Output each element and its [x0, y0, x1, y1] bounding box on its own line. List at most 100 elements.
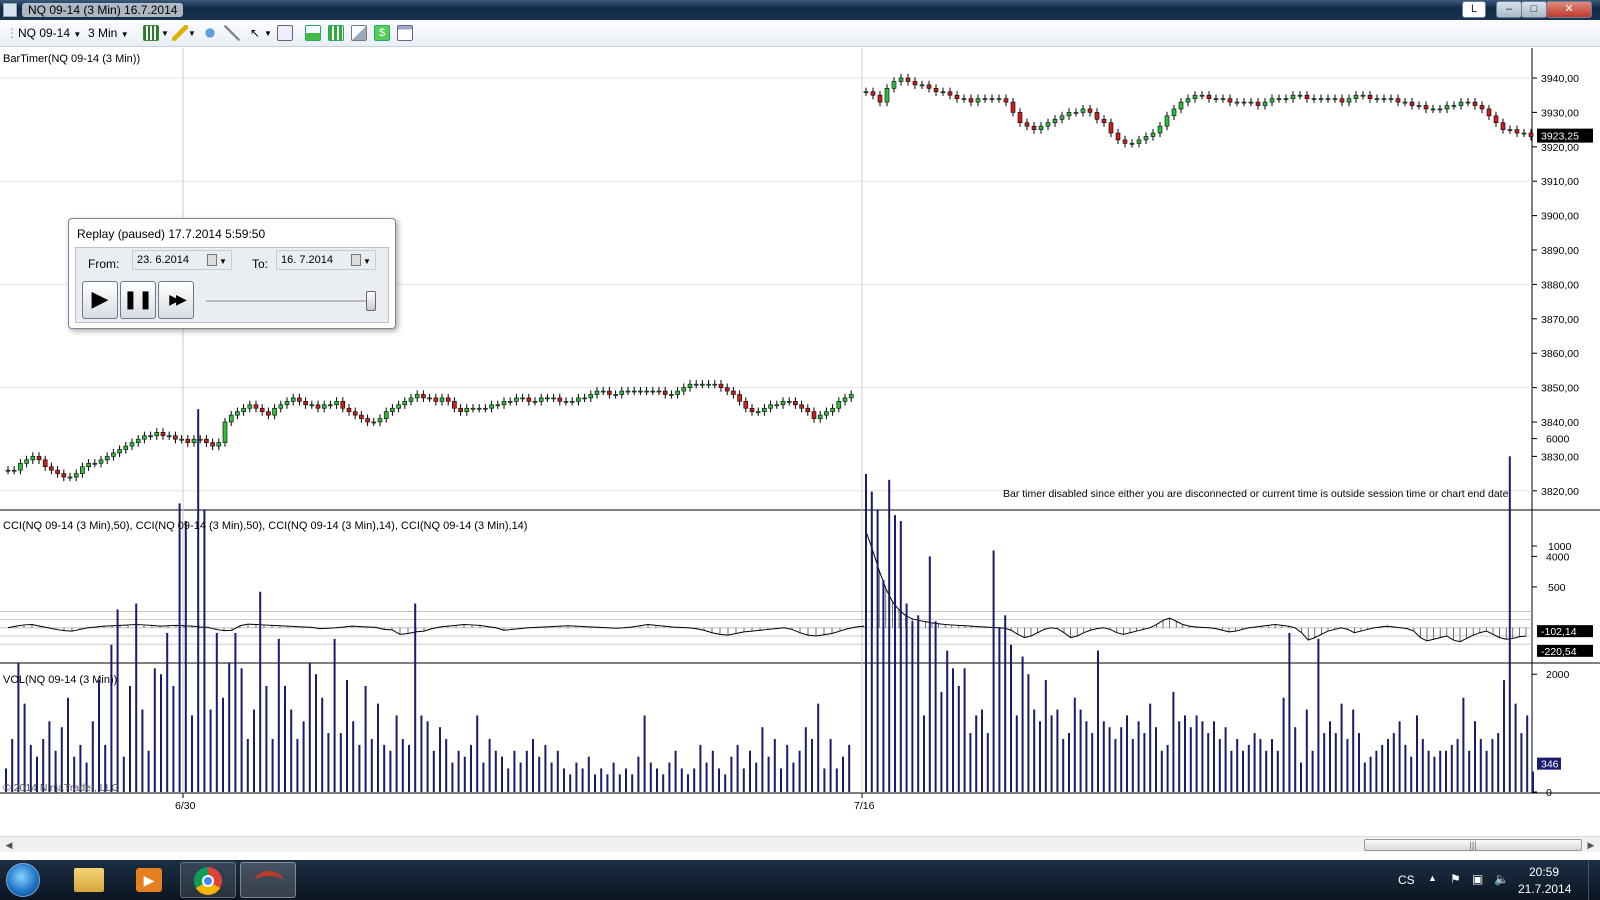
- volume-icon[interactable]: 🔈: [1494, 872, 1509, 886]
- candle-body: [507, 401, 513, 403]
- data-box-icon[interactable]: [397, 25, 413, 41]
- volume-bar: [79, 744, 82, 792]
- scroll-right-arrow[interactable]: ▶: [1587, 840, 1595, 850]
- volume-bar: [1102, 721, 1105, 792]
- candle-body: [805, 407, 811, 412]
- candle-body: [135, 438, 141, 443]
- cci-line: [865, 531, 1527, 643]
- show-desktop-button[interactable]: [1588, 860, 1600, 900]
- candle-body: [817, 414, 823, 419]
- fast-forward-button[interactable]: ▶▶: [158, 281, 194, 319]
- candle-body: [129, 442, 135, 447]
- candle-body: [749, 407, 755, 412]
- indicators-icon[interactable]: [328, 25, 344, 41]
- candle-body: [365, 418, 370, 423]
- volume-bar: [476, 715, 479, 792]
- scroll-left-arrow[interactable]: ◀: [5, 840, 13, 850]
- volume-bar: [643, 715, 646, 792]
- volume-bar: [1114, 738, 1117, 792]
- candle-body: [1276, 98, 1282, 100]
- chrome-taskbar-button[interactable]: [180, 862, 236, 898]
- volume-bar: [1282, 697, 1285, 792]
- pause-button[interactable]: ❚❚: [120, 281, 156, 319]
- chevron-down-icon[interactable]: ▼: [161, 29, 169, 38]
- language-indicator[interactable]: CS: [1398, 873, 1415, 887]
- replay-dialog[interactable]: Replay (paused) 17.7.2014 5:59:50 From: …: [68, 218, 396, 329]
- volume-bar: [457, 750, 460, 792]
- volume-bar: [389, 750, 392, 792]
- instrument-selector[interactable]: NQ 09-14 ▼: [18, 25, 81, 42]
- volume-bar: [104, 744, 107, 792]
- window-title-bar[interactable]: NQ 09-14 (3 Min) 16.7.2014 L – □ ✕: [0, 0, 1600, 20]
- volume-bar: [184, 521, 187, 792]
- candle-body: [656, 390, 662, 393]
- candle-body: [259, 407, 265, 412]
- scrollbar-thumb[interactable]: |||: [1364, 839, 1582, 851]
- volume-bar: [1491, 738, 1494, 792]
- volume-bar: [370, 738, 373, 792]
- volume-bar: [1126, 715, 1128, 792]
- magnifier-plus-icon[interactable]: [202, 25, 218, 41]
- volume-bar: [1004, 615, 1007, 792]
- maximize-button[interactable]: □: [1521, 1, 1547, 18]
- pointer-icon[interactable]: ↖: [250, 26, 261, 40]
- y-tick-label: 6000: [1546, 434, 1570, 446]
- candle-body: [545, 397, 550, 400]
- horizontal-scrollbar[interactable]: ◀ ||| ▶: [0, 836, 1600, 852]
- from-date-field[interactable]: 23. 6.2014 ▼: [132, 250, 232, 270]
- chevron-down-icon: ▼: [120, 30, 129, 39]
- language-button[interactable]: L: [1462, 1, 1486, 18]
- to-date-field[interactable]: 16. 7.2014 ▼: [276, 250, 376, 270]
- volume-bar: [1410, 756, 1413, 792]
- chart-canvas[interactable]: 3940,00 3930,00 3920,00 3910,00 3900,00 3890,…: [0, 48, 1600, 816]
- volume-bar: [587, 756, 590, 792]
- crosshair-icon[interactable]: [224, 25, 240, 41]
- candle-body: [1332, 98, 1338, 100]
- volume-bar: [321, 697, 324, 792]
- candle-body: [638, 390, 643, 393]
- volume-bar: [1073, 697, 1076, 792]
- volume-bar: [1323, 733, 1326, 792]
- strategies-icon[interactable]: [305, 25, 321, 41]
- chart-toolbar: ⋮ NQ 09-14 ▼ 3 Min ▼ ▼ ▼ ↖ ▼ $: [0, 20, 1600, 47]
- volume-bar: [1300, 762, 1302, 792]
- from-date-value: 23. 6.2014: [137, 254, 189, 266]
- volume-bar: [408, 744, 410, 792]
- volume-bar: [649, 762, 652, 792]
- zoom-icon[interactable]: [277, 25, 293, 41]
- chevron-down-icon[interactable]: ▼: [363, 257, 371, 266]
- interval-selector[interactable]: 3 Min ▼: [88, 25, 129, 42]
- replay-speed-slider-thumb[interactable]: [366, 291, 376, 311]
- media-player-taskbar-button[interactable]: ▶: [120, 862, 176, 898]
- calendar-icon[interactable]: [351, 254, 361, 266]
- action-center-flag-icon[interactable]: ⚑: [1450, 872, 1461, 886]
- close-button[interactable]: ✕: [1546, 1, 1592, 18]
- chevron-down-icon[interactable]: ▼: [219, 257, 227, 266]
- replay-speed-slider[interactable]: [206, 300, 376, 302]
- clock-time[interactable]: 20:59: [1529, 865, 1560, 879]
- chart-properties-icon[interactable]: [351, 25, 367, 41]
- bar-type-icon[interactable]: [143, 25, 159, 41]
- play-button[interactable]: ▶: [82, 281, 118, 319]
- minimize-button[interactable]: –: [1496, 1, 1522, 18]
- chevron-down-icon[interactable]: ▼: [264, 29, 272, 38]
- pencil-draw-icon[interactable]: [172, 25, 188, 41]
- calendar-icon[interactable]: [207, 254, 217, 266]
- dollar-icon[interactable]: $: [374, 25, 390, 41]
- clock-date[interactable]: 21.7.2014: [1518, 882, 1572, 896]
- chart-area[interactable]: 3940,00 3930,00 3920,00 3910,00 3900,00 3890,…: [0, 48, 1600, 816]
- volume-bar: [563, 768, 565, 792]
- candle-body: [235, 411, 240, 416]
- ninjatrader-taskbar-button[interactable]: [240, 862, 296, 898]
- start-button[interactable]: [6, 863, 40, 897]
- candle-body: [55, 469, 60, 474]
- network-icon[interactable]: ▣: [1472, 872, 1484, 886]
- volume-bar: [1503, 680, 1505, 792]
- volume-bar: [1120, 727, 1123, 792]
- explorer-taskbar-button[interactable]: [60, 862, 116, 898]
- candle-body: [712, 383, 718, 386]
- cci-last-label: -220,54: [1541, 646, 1577, 658]
- show-hidden-icons-icon[interactable]: ▲: [1428, 873, 1437, 883]
- volume-bar: [1520, 733, 1523, 792]
- chevron-down-icon[interactable]: ▼: [188, 29, 196, 38]
